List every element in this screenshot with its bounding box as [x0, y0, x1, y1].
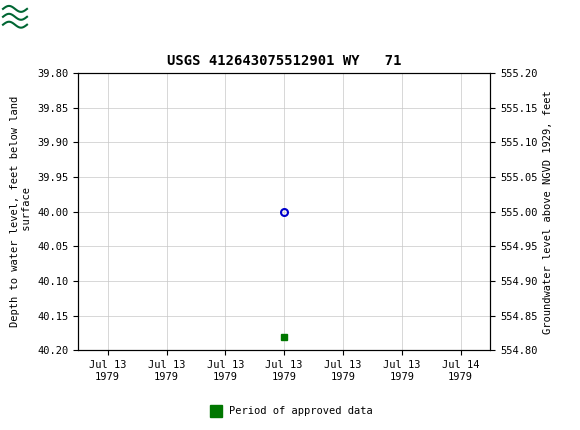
Text: USGS: USGS — [55, 10, 110, 28]
Bar — [3, 2, 51, 34]
Y-axis label: Depth to water level, feet below land
 surface: Depth to water level, feet below land su… — [10, 96, 32, 327]
Title: USGS 412643075512901 WY   71: USGS 412643075512901 WY 71 — [167, 54, 401, 68]
Y-axis label: Groundwater level above NGVD 1929, feet: Groundwater level above NGVD 1929, feet — [543, 90, 553, 334]
Legend: Period of approved data: Period of approved data — [204, 402, 376, 421]
